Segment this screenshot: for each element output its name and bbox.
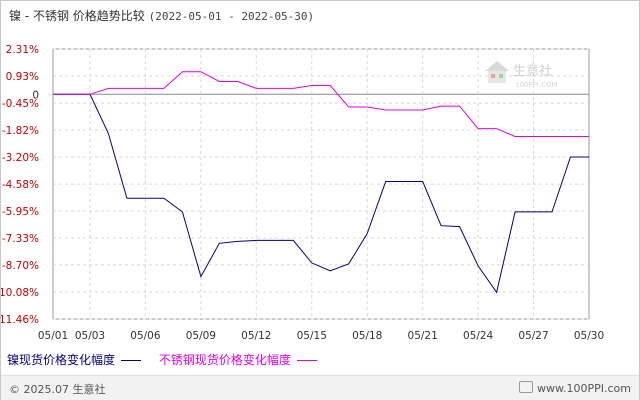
watermark-logo: 生意社 100PPI.COM xyxy=(485,61,558,89)
watermark-url: 100PPI.COM xyxy=(515,81,558,89)
y-tick-label: -0.45% xyxy=(2,98,39,110)
y-tick-label: -11.46% xyxy=(1,314,39,326)
site-link[interactable]: www.100PPI.com xyxy=(519,381,631,395)
monitor-icon xyxy=(519,381,534,393)
y-tick-label: -1.82% xyxy=(2,125,39,137)
x-axis-ticks: 05/01 05/03 05/06 05/09 05/12 05/15 05/18 05/21… xyxy=(38,330,604,342)
x-tick-label: 05/12 xyxy=(241,330,271,342)
y-axis-ticks: 2.31% 0.93% 0-0.45% -1.82% -3.20% -4.58% -5.95… xyxy=(1,44,39,326)
y-tick-label: -10.08% xyxy=(1,287,39,299)
x-tick-label: 05/27 xyxy=(518,330,548,342)
series-line-nickel xyxy=(53,93,589,294)
legend-line-stainless xyxy=(296,360,317,361)
y-tick-label: -5.95% xyxy=(2,206,39,218)
y-tick-label: -7.33% xyxy=(2,233,39,245)
y-tick-label: 0 xyxy=(32,89,39,101)
y-tick-label: 2.31% xyxy=(6,44,39,56)
series-group xyxy=(53,71,589,294)
legend-item-nickel: 镍现货价格变化幅度 xyxy=(7,351,142,368)
y-tick-label: 0.93% xyxy=(6,71,39,83)
legend: 镍现货价格变化幅度 不锈钢现货价格变化幅度 xyxy=(7,351,331,368)
site-link-text: www.100PPI.com xyxy=(537,382,631,395)
x-tick-label: 05/03 xyxy=(75,330,105,342)
footer-bar: © 2025.07 生意社 www.100PPI.com xyxy=(1,375,639,400)
x-tick-label: 05/30 xyxy=(574,330,604,342)
y-tick-label: -4.58% xyxy=(2,179,39,191)
x-tick-label: 05/01 xyxy=(38,330,68,342)
y-tick-label: -3.20% xyxy=(2,152,39,164)
series-line-stainless xyxy=(53,71,589,137)
x-tick-label: 05/15 xyxy=(297,330,327,342)
date-range: (2022-05-01 - 2022-05-30) xyxy=(148,10,315,23)
copyright: © 2025.07 生意社 xyxy=(9,383,106,396)
x-tick-label: 05/09 xyxy=(186,330,216,342)
house-icon xyxy=(485,61,509,83)
x-tick-label: 05/06 xyxy=(130,330,161,342)
legend-label-stainless: 不锈钢现货价格变化幅度 xyxy=(158,353,291,367)
title-text: 镍 - 不锈钢 价格趋势比较 xyxy=(9,9,145,23)
x-tick-label: 05/24 xyxy=(463,330,494,342)
watermark-brand: 生意社 xyxy=(513,63,552,79)
chart-title: 镍 - 不锈钢 价格趋势比较 (2022-05-01 - 2022-05-30) xyxy=(9,7,314,24)
legend-line-nickel xyxy=(121,360,142,361)
legend-label-nickel: 镍现货价格变化幅度 xyxy=(7,353,116,367)
legend-item-stainless: 不锈钢现货价格变化幅度 xyxy=(159,351,317,368)
x-tick-label: 05/21 xyxy=(408,330,438,342)
y-tick-label: -8.70% xyxy=(2,260,39,272)
x-tick-label: 05/18 xyxy=(352,330,382,342)
